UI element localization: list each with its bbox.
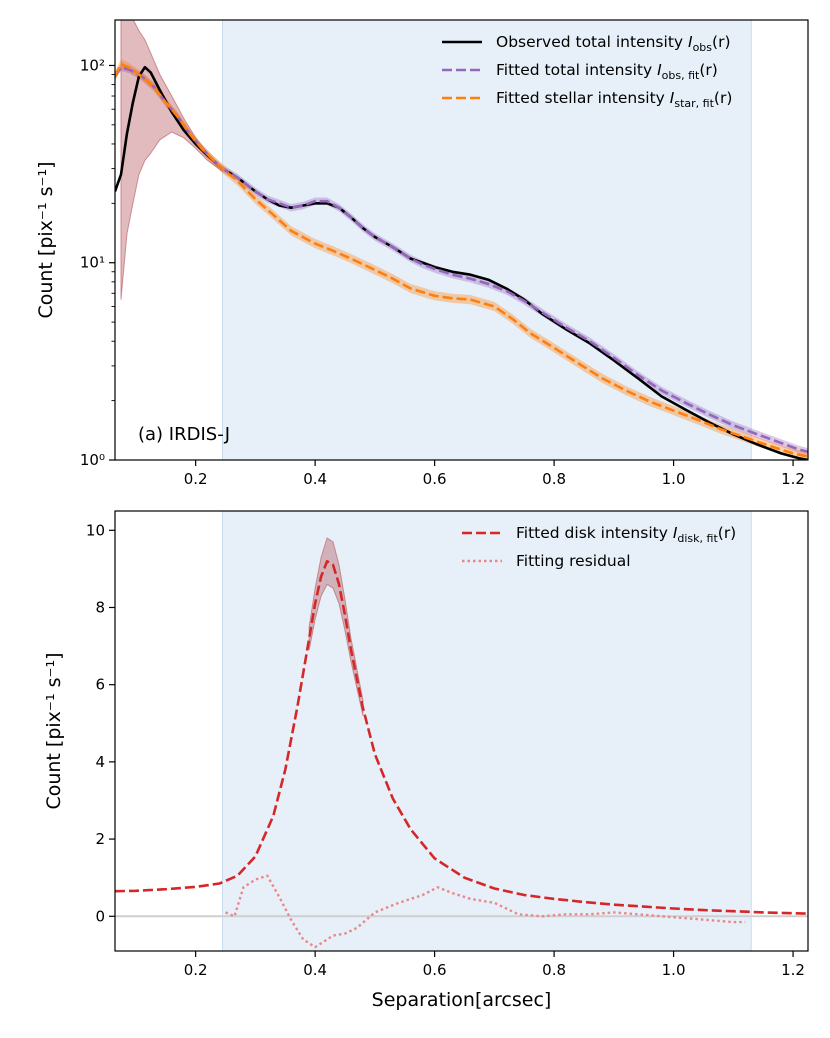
y-tick-label: 0 [95,907,105,925]
legend-entry-0: Fitted disk intensity Idisk, fit(r) [516,524,736,545]
x-tick-label: 0.4 [303,470,327,488]
legend-subscript: star, fit [674,97,714,110]
panel-label: (a) IRDIS-J [138,424,230,445]
x-tick-label: 0.6 [423,961,447,979]
x-tick-label: 1.2 [781,961,805,979]
x-tick-label: 0.6 [423,470,447,488]
legend-label: Fitted total intensity [496,61,657,79]
legend-entry-1: Fitting residual [516,552,631,570]
y-axis-label: Count [pix⁻¹ s⁻¹] [43,652,65,809]
legend-entry-0: Observed total intensity Iobs(r) [496,33,731,54]
y-tick-label: 6 [95,676,105,694]
legend-symbol: I [673,524,678,542]
plot-area [115,20,808,460]
legend-arg: (r) [714,89,732,107]
series-line-0 [115,559,808,915]
x-tick-label: 0.2 [184,470,208,488]
x-axis-label: Separation[arcsec] [372,989,552,1011]
legend-label: Fitted disk intensity [516,524,673,542]
plot-area [115,511,808,951]
legend-label: Fitting residual [516,552,631,570]
uncertainty-band [120,20,224,300]
legend-arg: (r) [712,33,730,51]
legend-entry-2: Fitted stellar intensity Istar, fit(r) [496,89,732,110]
y-tick-label: 10⁰ [80,451,105,469]
y-tick-label: 10¹ [80,254,105,272]
y-tick-label: 4 [95,753,105,771]
y-tick-label: 10 [86,521,105,539]
legend-arg: (r) [718,524,736,542]
y-axis-label: Count [pix⁻¹ s⁻¹] [35,161,57,318]
legend-subscript: obs [693,41,713,54]
legend-symbol: I [670,89,675,107]
axes-frame [114,510,809,952]
legend-label: Fitted stellar intensity [496,89,670,107]
x-tick-label: 0.2 [184,961,208,979]
series-line-1 [225,874,746,949]
legend-symbol: I [657,61,662,79]
legend-subscript: disk, fit [677,532,718,545]
y-tick-label: 8 [95,598,105,616]
x-tick-label: 0.4 [303,961,327,979]
legend-entry-1: Fitted total intensity Iobs, fit(r) [496,61,718,82]
x-tick-label: 1.0 [662,961,686,979]
y-tick-label: 2 [95,830,105,848]
legend-subscript: obs, fit [662,69,700,82]
axes-frame [114,19,809,461]
y-tick-label: 10² [80,56,105,74]
x-tick-label: 0.8 [542,961,566,979]
uncertainty-band [308,537,364,716]
legend-label: Observed total intensity [496,33,688,51]
legend-symbol: I [688,33,693,51]
fit-region-shading [222,511,752,951]
top-panel-intensity-log: 0.2 0.4 0.6 0.8 1.0 1.2 10⁰ 10¹ 10² Count [pix⁻¹ … [35,19,809,488]
series-line-2 [115,62,808,458]
legend-arg: (r) [699,61,717,79]
bottom-panel-disk-intensity: 0.2 0.4 0.6 0.8 1.0 1.2 0 2 4 6 8 10 Count [pix⁻¹ s⁻… [43,510,809,1011]
x-tick-label: 0.8 [542,470,566,488]
x-tick-label: 1.2 [781,470,805,488]
x-tick-label: 1.0 [662,470,686,488]
